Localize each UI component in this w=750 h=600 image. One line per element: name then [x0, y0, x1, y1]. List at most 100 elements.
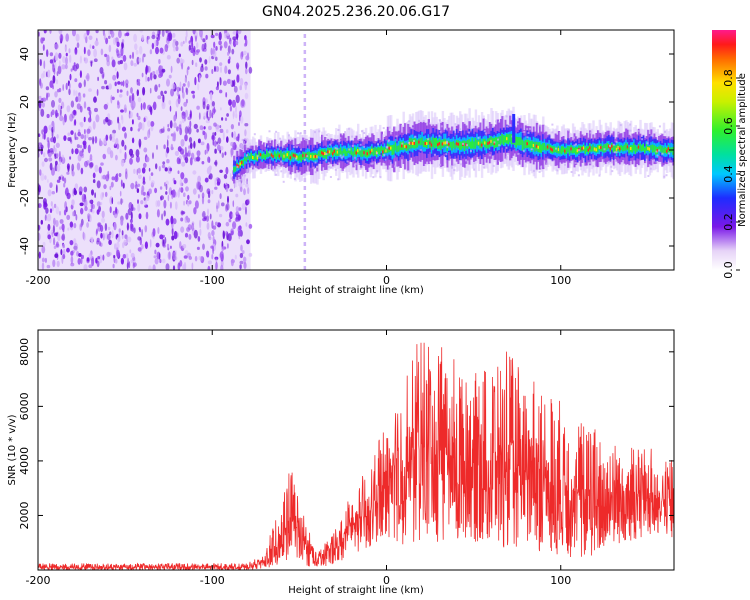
- noise-speck: [100, 192, 104, 201]
- noise-speck: [136, 188, 140, 194]
- noise-speck: [204, 66, 208, 71]
- noise-speck: [239, 252, 244, 259]
- signal-cell: [507, 134, 510, 145]
- noise-speck: [40, 73, 44, 79]
- noise-speck: [87, 106, 91, 111]
- signal-speck: [551, 123, 554, 126]
- signal-cell: [499, 135, 503, 146]
- noise-speck: [44, 157, 48, 163]
- noise-speck: [155, 69, 160, 75]
- noise-speck: [55, 142, 60, 148]
- signal-cell: [433, 138, 437, 149]
- signal-peak-cell: [480, 143, 484, 147]
- noise-speck: [54, 253, 59, 258]
- noise-speck: [192, 170, 197, 175]
- noise-speck: [86, 133, 89, 139]
- noise-speck: [214, 177, 217, 187]
- signal-speck: [238, 179, 241, 182]
- signal-speck: [492, 164, 495, 167]
- noise-speck: [200, 65, 204, 73]
- signal-cell: [364, 149, 368, 157]
- noise-speck: [197, 236, 201, 242]
- signal-cell: [642, 143, 645, 151]
- signal-speck: [468, 131, 470, 134]
- noise-streak: [303, 202, 307, 206]
- signal-cell: [399, 141, 402, 151]
- noise-speck: [76, 144, 80, 149]
- noise-speck: [152, 71, 156, 76]
- noise-speck: [118, 228, 121, 233]
- signal-peak-cell: [357, 149, 360, 153]
- signal-cell: [664, 146, 667, 154]
- noise-speck: [86, 222, 89, 228]
- noise-speck: [59, 219, 64, 224]
- noise-speck: [56, 134, 59, 139]
- signal-speck: [238, 173, 240, 176]
- noise-speck: [204, 216, 207, 220]
- signal-speck: [268, 130, 271, 133]
- noise-speck: [49, 30, 52, 34]
- noise-speck: [73, 89, 75, 97]
- noise-speck: [193, 207, 197, 215]
- noise-speck: [187, 194, 190, 201]
- signal-cell: [372, 148, 376, 156]
- noise-speck: [78, 253, 82, 257]
- noise-speck: [199, 125, 204, 131]
- noise-speck: [197, 181, 202, 190]
- noise-speck: [55, 206, 60, 215]
- noise-speck: [191, 90, 195, 94]
- noise-speck: [86, 30, 90, 36]
- noise-speck: [63, 135, 67, 142]
- noise-speck: [58, 97, 62, 103]
- signal-cell: [568, 146, 572, 155]
- signal-cell: [317, 151, 321, 157]
- noise-speck: [137, 247, 142, 252]
- noise-streak: [303, 218, 307, 222]
- signal-cell: [379, 147, 382, 155]
- signal-speck: [438, 119, 441, 122]
- signal-speck: [668, 152, 671, 155]
- signal-speck: [305, 139, 308, 142]
- noise-speck: [219, 251, 224, 260]
- signal-speck: [607, 161, 610, 164]
- signal-speck: [342, 155, 345, 158]
- noise-speck: [70, 130, 74, 136]
- noise-speck: [221, 152, 224, 158]
- noise-speck: [189, 142, 193, 150]
- noise-speck: [115, 154, 118, 161]
- signal-speck: [279, 137, 282, 140]
- noise-speck: [164, 237, 167, 244]
- signal-cell: [601, 145, 605, 152]
- noise-speck: [121, 126, 127, 132]
- noise-speck: [59, 115, 64, 122]
- noise-speck: [211, 190, 214, 195]
- signal-peak-cell: [411, 142, 415, 145]
- signal-cell: [459, 141, 462, 150]
- noise-speck: [136, 89, 139, 97]
- signal-speck: [334, 163, 337, 166]
- noise-speck: [162, 258, 166, 264]
- noise-speck: [70, 262, 75, 267]
- signal-cell: [446, 140, 449, 151]
- noise-speck: [72, 188, 75, 197]
- noise-speck: [248, 66, 253, 74]
- noise-speck: [154, 187, 158, 194]
- noise-speck: [130, 60, 134, 67]
- noise-speck: [58, 87, 62, 93]
- noise-speck: [173, 251, 176, 261]
- signal-cell: [562, 146, 565, 153]
- noise-speck: [183, 101, 188, 107]
- noise-speck: [204, 42, 207, 50]
- noise-speck: [218, 31, 222, 41]
- signal-speck: [483, 166, 486, 169]
- noise-speck: [212, 235, 215, 243]
- noise-speck: [209, 109, 212, 119]
- noise-speck: [130, 211, 133, 221]
- noise-speck: [170, 88, 175, 97]
- noise-speck: [176, 57, 180, 64]
- snr-x-tick-label: -100: [200, 574, 225, 587]
- signal-speck: [612, 143, 615, 146]
- noise-speck: [84, 134, 87, 141]
- noise-speck: [230, 141, 234, 147]
- noise-speck: [122, 182, 125, 189]
